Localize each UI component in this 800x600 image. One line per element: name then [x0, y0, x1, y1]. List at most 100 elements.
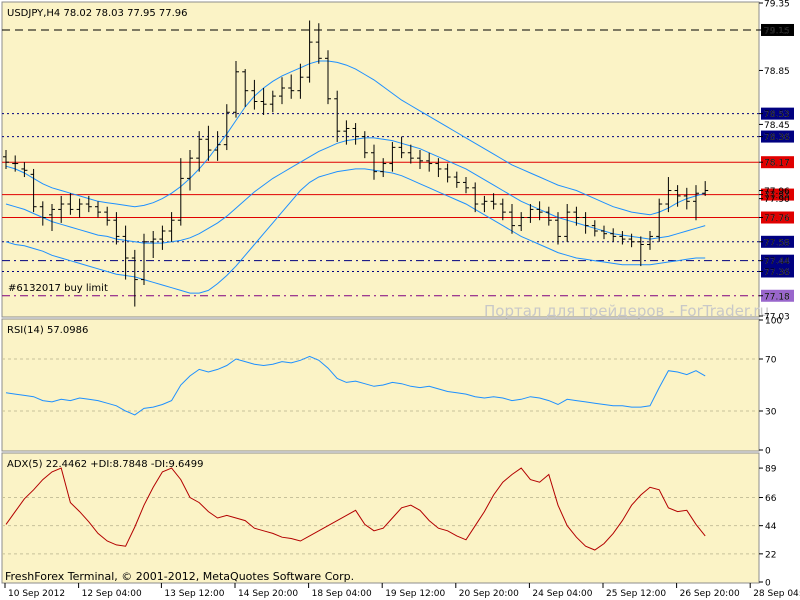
time-axis-label: 14 Sep 20:00 [238, 589, 298, 599]
price-bar [509, 204, 515, 234]
price-tag-box [761, 254, 794, 267]
price-bar [113, 212, 120, 245]
time-axis: 10 Sep 2012 12 Sep 04:00 13 Sep 12:00 14 Se… [4, 583, 800, 599]
watermark: Портал для трейдеров - ForTrader.ru [484, 302, 769, 320]
price-tag-label: 78.17 [764, 159, 790, 169]
price-bar [260, 87, 267, 115]
price-bar [536, 201, 543, 221]
price-bar [683, 187, 690, 210]
price-bars [3, 20, 709, 307]
price-bar [582, 212, 589, 234]
price-panel-background [1, 1, 760, 318]
price-bar [131, 249, 138, 307]
price-axis-label: 78.36 [764, 133, 790, 143]
time-axis-label: 28 Sep 04:00 [753, 589, 800, 599]
price-bar [196, 131, 203, 172]
buy-limit-annotation: #6132017 buy limit [8, 283, 108, 294]
price-bar [591, 220, 598, 237]
rsi-level-lines [2, 358, 759, 412]
rsi-axis-ticks: 100 70 30 0 [759, 317, 782, 457]
price-bar [325, 50, 331, 105]
price-bar [95, 201, 101, 218]
price-bar [371, 144, 377, 180]
price-bar [573, 206, 580, 226]
price-bar [601, 225, 607, 240]
price-axis-label: 77.44 [764, 257, 790, 267]
time-axis-label: 10 Sep 2012 [8, 589, 65, 599]
price-axis-label: 77.76 [764, 214, 790, 224]
rsi-axis-label: 70 [765, 356, 777, 366]
rsi-panel[interactable]: 100 70 30 0 RSI(14) 57.0986 [1, 317, 782, 457]
price-axis-label: 77.93 [764, 191, 790, 201]
price-bar [389, 141, 396, 172]
price-bar [104, 206, 111, 226]
time-axis-label: 18 Sep 04:00 [312, 589, 372, 599]
rsi-title: RSI(14) 57.0986 [7, 325, 88, 336]
rsi-axis-label: 100 [765, 317, 782, 327]
price-bar [297, 63, 304, 99]
price-bar [150, 231, 157, 258]
adx-axis-label: 0 [765, 579, 771, 589]
price-panel[interactable]: Портал для трейдеров - ForTrader.ru 79.1… [1, 0, 794, 323]
price-bar [315, 23, 322, 64]
price-bar [564, 204, 571, 242]
bollinger-upper-band [5, 60, 706, 216]
price-bar [279, 77, 285, 105]
price-bar [205, 125, 212, 161]
price-bar [380, 158, 387, 178]
price-bar [251, 79, 258, 110]
price-axis-label: 77.18 [764, 292, 790, 302]
rsi-line [5, 355, 706, 416]
price-bar [76, 198, 83, 218]
price-bar [619, 231, 626, 245]
price-axis-label: 77.58 [764, 238, 790, 248]
price-bar [49, 204, 55, 232]
price-tag-label: 77.36 [764, 268, 790, 278]
price-bar [463, 177, 469, 194]
price-tag-label: 78.53 [764, 110, 790, 120]
adx-axis-ticks: 89 66 44 22 0 [759, 465, 777, 589]
price-axis-label: 78.45 [764, 121, 790, 131]
price-bar [527, 204, 534, 223]
price-tag-box [761, 130, 794, 143]
adx-level-lines [2, 497, 759, 555]
price-bar [233, 61, 239, 118]
price-bar [141, 233, 147, 285]
price-bar [545, 206, 552, 226]
price-bar [444, 163, 451, 183]
price-axis-label: 77.03 [764, 313, 790, 323]
price-bar [58, 195, 65, 223]
price-tag-label: 79.15 [764, 26, 790, 36]
adx-axis-label: 44 [765, 522, 777, 532]
price-bar [518, 212, 525, 232]
price-tags: 79.15 78.53 78.36 78.17 77.93 77.76 77.58 77.44… [761, 23, 794, 302]
price-bar [407, 144, 414, 164]
price-tag-label: 77.58 [764, 238, 790, 248]
price-bar [343, 120, 350, 145]
price-chart-title: USDJPY,H4 78.02 78.03 77.95 77.96 [7, 8, 188, 19]
price-bar [693, 185, 699, 221]
rsi-axis-label: 0 [765, 447, 771, 457]
price-tag-box [761, 235, 794, 248]
price-bar [3, 150, 9, 169]
price-bar [472, 182, 479, 213]
price-axis-label: 77.36 [764, 268, 790, 278]
price-tag-label: 77.76 [764, 214, 790, 224]
price-bar [702, 181, 709, 196]
price-bar [647, 231, 653, 250]
price-tag-label: 77.44 [764, 257, 790, 267]
price-bar [187, 150, 193, 191]
price-bar [656, 198, 663, 242]
footer-copyright: FreshForex Terminal, © 2001-2012, MetaQu… [5, 570, 354, 583]
price-tag-box [761, 265, 794, 278]
price-tag-label: 78.36 [764, 133, 790, 143]
price-axis-label: 77.90 [764, 195, 790, 205]
price-bar [352, 123, 359, 145]
price-bar [122, 225, 129, 280]
price-bar [453, 171, 460, 188]
price-bar [610, 228, 617, 242]
adx-panel[interactable]: 89 66 44 22 0 ADX(5) 22.4462 +DI:8.7848 -DI:… [1, 452, 777, 589]
price-bar [637, 236, 644, 267]
price-bar [159, 225, 166, 250]
